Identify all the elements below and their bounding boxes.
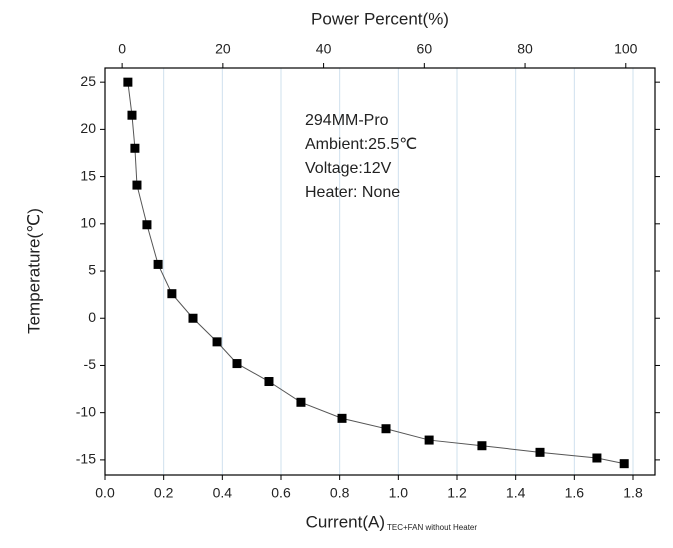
marker	[296, 397, 306, 407]
marker	[142, 220, 152, 230]
marker	[619, 459, 629, 469]
y-tick-label: 10	[80, 215, 96, 231]
marker	[188, 313, 198, 323]
x2-tick-label: 80	[517, 41, 533, 57]
x-tick-label: 0.2	[154, 485, 174, 501]
y-tick-label: 20	[80, 120, 96, 136]
marker	[424, 435, 434, 445]
plot-frame	[104, 67, 656, 476]
annotation: 294MM-Pro	[305, 112, 389, 129]
x-axis-note: TEC+FAN without Heater	[387, 523, 477, 532]
y-tick-label: -5	[84, 356, 97, 372]
marker	[130, 143, 140, 153]
annotation: Ambient:25.5℃	[305, 136, 417, 153]
x-tick-label: 0.8	[330, 485, 350, 501]
marker	[127, 110, 137, 120]
x-tick-label: 0.4	[213, 485, 233, 501]
x2-axis-title: Power Percent(%)	[311, 9, 449, 28]
annotation: Heater: None	[305, 184, 400, 201]
marker	[477, 441, 487, 451]
marker	[264, 377, 274, 387]
annotation: Voltage:12V	[305, 160, 392, 177]
x-tick-label: 1.2	[447, 485, 467, 501]
x2-tick-label: 40	[316, 41, 332, 57]
x-tick-label: 1.6	[565, 485, 585, 501]
y-tick-label: -15	[76, 451, 96, 467]
y-tick-label: -10	[76, 403, 96, 419]
y-tick-label: 0	[88, 309, 96, 325]
marker	[212, 337, 222, 347]
marker	[132, 180, 142, 190]
marker	[123, 77, 133, 87]
x-tick-label: 0.6	[271, 485, 291, 501]
x-tick-label: 1.4	[506, 485, 526, 501]
x-tick-label: 1.8	[623, 485, 643, 501]
x2-tick-label: 100	[614, 41, 638, 57]
marker	[167, 289, 177, 299]
y-tick-label: 5	[88, 262, 96, 278]
x2-tick-label: 20	[215, 41, 231, 57]
y-tick-label: 25	[80, 73, 96, 89]
marker	[592, 453, 602, 463]
x2-tick-label: 60	[417, 41, 433, 57]
marker	[232, 359, 242, 369]
marker	[153, 259, 163, 269]
y-axis-title: Temperature(℃)	[24, 208, 43, 334]
marker	[381, 424, 391, 434]
marker	[337, 413, 347, 423]
x2-tick-label: 0	[118, 41, 126, 57]
y-tick-label: 15	[80, 167, 96, 183]
x-tick-label: 1.0	[389, 485, 409, 501]
x-axis-title: Current(A)	[306, 512, 385, 531]
x-tick-label: 0.0	[95, 485, 115, 501]
marker	[535, 447, 545, 457]
